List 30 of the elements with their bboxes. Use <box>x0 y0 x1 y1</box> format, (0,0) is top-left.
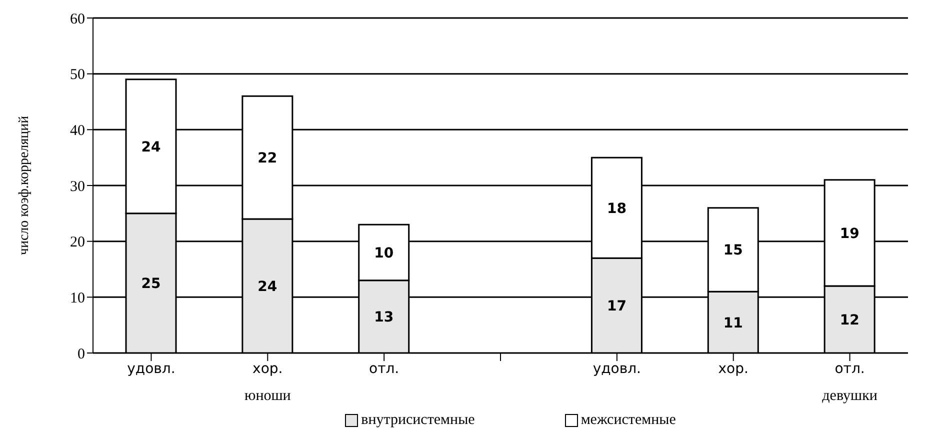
x-tick-label: удовл. <box>592 360 642 377</box>
data-label: 13 <box>374 310 394 326</box>
data-label: 22 <box>258 150 278 167</box>
y-tick-label: 10 <box>70 290 85 306</box>
x-tick-label: отл. <box>369 360 400 377</box>
y-tick-label: 40 <box>70 122 85 139</box>
data-label: 25 <box>141 276 161 292</box>
x-tick-label: отл. <box>834 360 865 377</box>
x-tick-label: удовл. <box>127 360 176 377</box>
data-label: 18 <box>606 200 626 217</box>
x-tick-label: хор. <box>252 360 283 377</box>
data-label: 24 <box>141 139 161 156</box>
text: девушки <box>821 388 878 405</box>
y-tick-label: 50 <box>70 67 85 84</box>
legend-label: межсистемные <box>580 412 676 429</box>
y-tick-label: 0 <box>78 346 85 362</box>
y-axis-title: число коэф.корреляций <box>16 115 32 256</box>
data-label: 24 <box>258 278 278 295</box>
data-label: 10 <box>374 245 394 262</box>
data-label: 19 <box>840 226 860 242</box>
y-tick-label: 60 <box>70 11 85 28</box>
x-tick-label: хор. <box>718 360 748 377</box>
text: юноши <box>243 388 292 405</box>
y-tick-label: 30 <box>70 178 85 195</box>
legend-label: внутрисистемные <box>360 412 475 429</box>
y-tick-label: 20 <box>70 234 85 251</box>
data-label: 15 <box>723 242 743 259</box>
data-label: 17 <box>606 298 626 315</box>
data-label: 12 <box>840 312 860 328</box>
data-label: 11 <box>723 315 743 332</box>
